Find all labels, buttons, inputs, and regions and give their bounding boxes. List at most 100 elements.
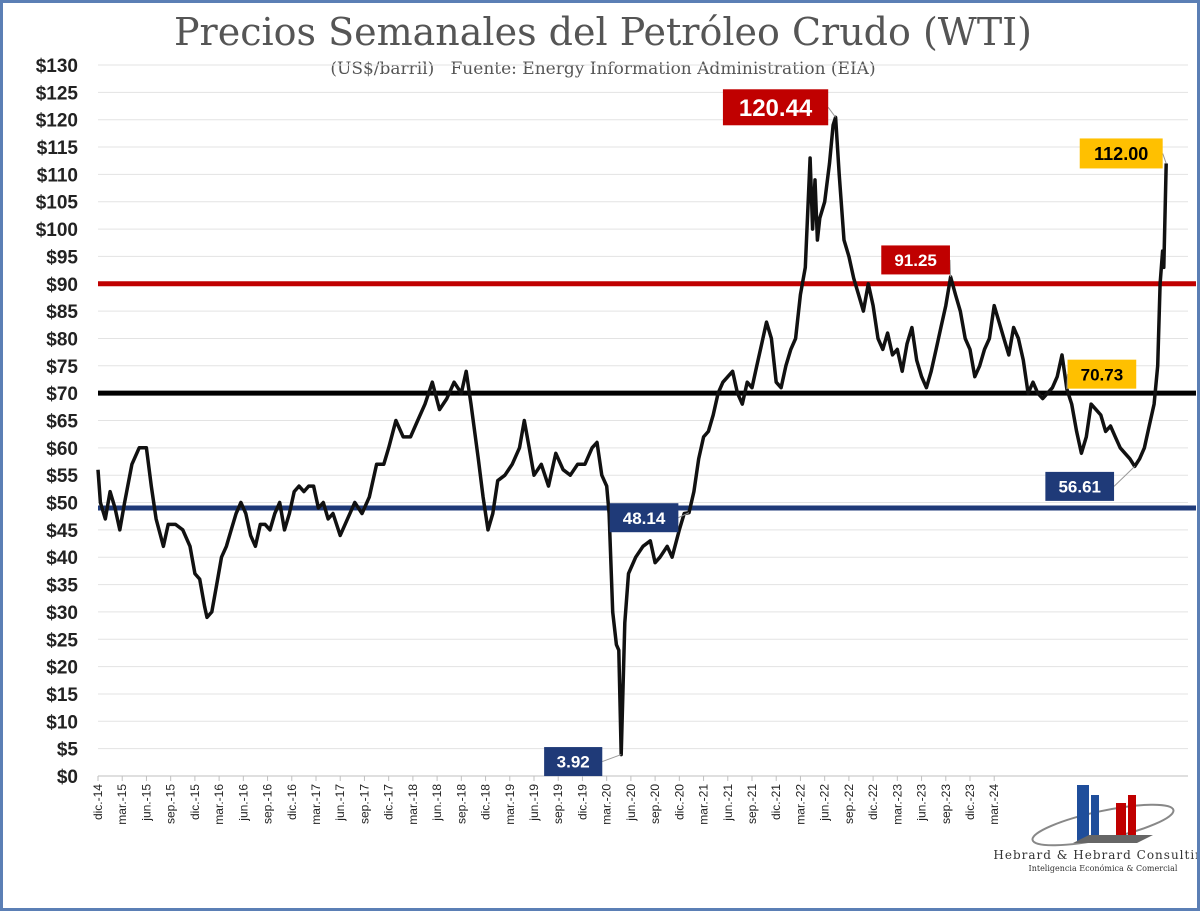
x-axis-labels: dic.-14 mar.-15 jun.-15 sep.-15 dic.-15 mar.-… xyxy=(91,784,1001,825)
callout-label: 112.00 xyxy=(1094,144,1148,164)
y-tick-label: $40 xyxy=(46,548,78,569)
y-tick-label: $15 xyxy=(46,685,78,706)
x-tick-label: sep.-18 xyxy=(454,784,468,824)
y-tick-label: $120 xyxy=(36,111,78,132)
callout-label: 120.44 xyxy=(739,95,813,122)
chart-subtitle: (US$/barril) Fuente: Energy Information … xyxy=(330,59,875,79)
y-tick-label: $110 xyxy=(37,165,78,186)
y-tick-label: $130 xyxy=(36,56,78,77)
y-tick-label: $65 xyxy=(46,412,78,433)
callout-leader xyxy=(1113,466,1136,487)
reference-lines xyxy=(98,281,1196,511)
x-tick-label: jun.-19 xyxy=(527,784,541,822)
callout-leader xyxy=(678,512,690,519)
callout-box xyxy=(722,89,829,126)
y-tick-label: $10 xyxy=(46,712,78,733)
y-tick-label: $30 xyxy=(46,603,78,624)
callout-leader xyxy=(1066,374,1069,390)
x-tick-label: sep.-23 xyxy=(939,784,953,824)
x-tick-label: dic.-23 xyxy=(963,784,977,820)
callout-label: 70.73 xyxy=(1081,365,1124,384)
gridlines xyxy=(97,64,1188,781)
x-tick-label: dic.-22 xyxy=(866,784,880,820)
y-tick-label: $25 xyxy=(46,630,78,651)
callouts-layer: 120.44 112.00 91.25 70.73 48.14 56.61 3.92 xyxy=(544,89,1167,777)
y-tick-label: $20 xyxy=(46,658,78,679)
x-tick-label: sep.-20 xyxy=(648,784,662,824)
callout-leader xyxy=(1162,153,1167,164)
logo-name: Hebrard & Hebrard Consulting xyxy=(993,848,1197,862)
x-tick-label: sep.-19 xyxy=(551,784,565,824)
x-tick-label: sep.-15 xyxy=(164,784,178,824)
x-tick-label: mar.-24 xyxy=(987,784,1001,825)
y-tick-label: $55 xyxy=(46,466,78,487)
x-tick-label: jun.-21 xyxy=(721,784,735,822)
callout-leader xyxy=(949,259,952,277)
x-tick-label: dic.-16 xyxy=(285,784,299,820)
x-tick-label: dic.-18 xyxy=(479,784,493,820)
x-tick-label: jun.-16 xyxy=(236,784,250,822)
chart-title: Precios Semanales del Petróleo Crudo (WT… xyxy=(174,10,1032,54)
x-tick-label: dic.-17 xyxy=(382,784,396,820)
callout-label: 3.92 xyxy=(557,753,590,772)
y-tick-label: $125 xyxy=(36,83,79,104)
x-tick-label: jun.-22 xyxy=(818,784,832,822)
callout-label: 91.25 xyxy=(894,251,937,270)
x-tick-label: jun.-23 xyxy=(915,784,929,822)
x-tick-label: dic.-19 xyxy=(575,784,589,820)
x-tick-label: dic.-20 xyxy=(672,784,686,820)
callout-label: 48.14 xyxy=(623,509,666,528)
x-tick-label: mar.-21 xyxy=(697,784,711,825)
x-tick-label: mar.-23 xyxy=(890,784,904,825)
y-tick-label: $90 xyxy=(46,275,78,296)
y-tick-label: $35 xyxy=(46,576,78,597)
callout-box xyxy=(1067,359,1137,389)
x-tick-label: dic.-15 xyxy=(188,784,202,820)
x-tick-label: dic.-21 xyxy=(769,784,783,820)
series-layer xyxy=(96,115,1168,757)
y-tick-label: $100 xyxy=(36,220,78,241)
series-line xyxy=(96,115,1168,757)
y-tick-label: $85 xyxy=(46,302,78,323)
x-tick-label: sep.-16 xyxy=(261,784,275,824)
x-tick-label: mar.-15 xyxy=(115,784,129,825)
callout-leader xyxy=(827,106,836,118)
y-tick-label: $50 xyxy=(46,494,78,515)
x-tick-label: dic.-14 xyxy=(91,784,105,820)
y-tick-label: $75 xyxy=(46,357,78,378)
y-tick-label: $45 xyxy=(46,521,78,542)
callout-box xyxy=(609,503,679,533)
x-tick-label: mar.-22 xyxy=(793,784,807,825)
y-tick-label: $0 xyxy=(57,767,78,788)
y-tick-label: $70 xyxy=(46,384,78,405)
x-tick-label: sep.-21 xyxy=(745,784,759,824)
y-tick-label: $115 xyxy=(37,138,79,159)
x-tick-label: jun.-18 xyxy=(430,784,444,822)
x-tick-label: mar.-16 xyxy=(212,784,226,825)
x-tick-label: mar.-17 xyxy=(309,784,323,825)
x-tick-label: mar.-18 xyxy=(406,784,420,825)
x-tick-label: jun.-20 xyxy=(624,784,638,822)
callout-box xyxy=(544,747,603,777)
logo-tagline: Inteligencia Económica & Comercial xyxy=(1029,864,1178,873)
x-tick-label: mar.-20 xyxy=(600,784,614,825)
y-tick-label: $80 xyxy=(46,329,78,350)
callout-box xyxy=(1079,138,1163,169)
x-tick-label: sep.-17 xyxy=(357,784,371,824)
callout-leader xyxy=(602,754,622,763)
y-tick-label: $5 xyxy=(57,740,79,761)
wti-price-chart: Precios Semanales del Petróleo Crudo (WT… xyxy=(36,10,1197,873)
y-axis-labels: $0 $5 $10 $15 $20 $25 $30 $35 $40 $45 $50 $55 $60 $65… xyxy=(36,56,79,788)
logo-graphic xyxy=(1031,785,1175,847)
x-tick-label: jun.-15 xyxy=(139,784,153,822)
x-tick-label: jun.-17 xyxy=(333,784,347,822)
x-tick-label: mar.-19 xyxy=(503,784,517,825)
x-tick-label: sep.-22 xyxy=(842,784,856,824)
callout-label: 56.61 xyxy=(1058,478,1101,497)
callout-box xyxy=(881,245,950,275)
y-tick-label: $105 xyxy=(36,193,79,214)
y-tick-label: $95 xyxy=(46,247,78,268)
company-logo: Hebrard & Hebrard Consulting Inteligenci… xyxy=(993,785,1197,873)
callout-box xyxy=(1045,471,1115,501)
